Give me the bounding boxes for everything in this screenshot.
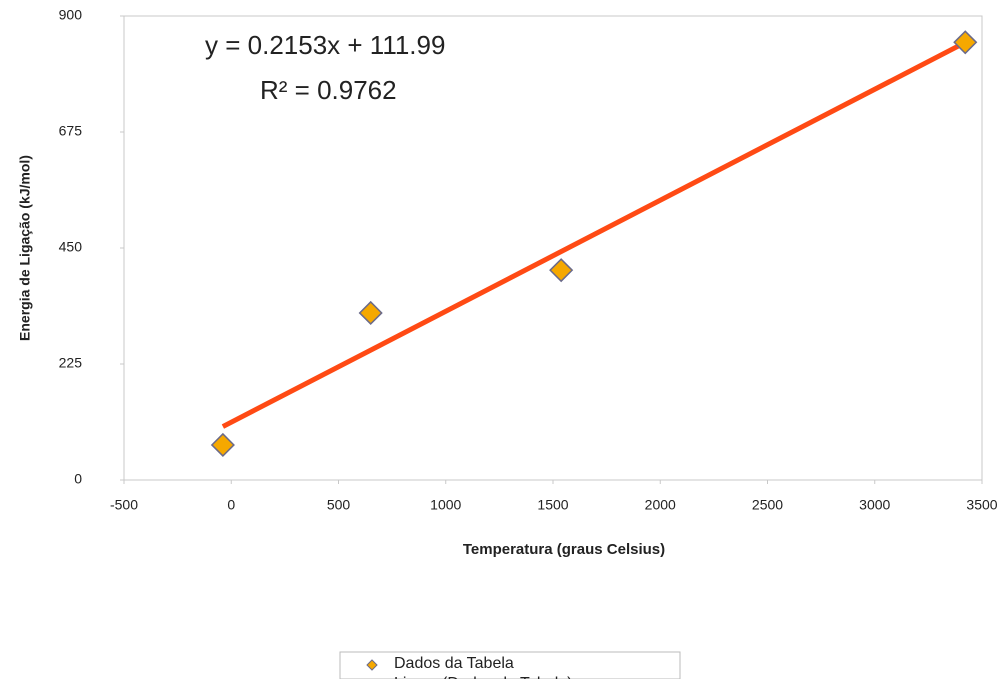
x-tick-label: 1000 — [430, 497, 461, 513]
x-tick-label: 1500 — [537, 497, 568, 513]
y-tick-label: 900 — [59, 7, 83, 23]
x-tick-label: 500 — [327, 497, 351, 513]
point — [549, 258, 574, 283]
equation: y = 0.2153x + 111.99 — [205, 30, 445, 60]
r-squared: R² = 0.9762 — [260, 75, 397, 105]
point — [210, 432, 235, 458]
y-tick-label: 225 — [59, 355, 83, 371]
y-tick-label: 675 — [59, 123, 83, 139]
legend-marker — [366, 659, 378, 671]
x-tick-label: 3000 — [859, 497, 890, 513]
legend-label: Linear.(Dados da Tabela) — [394, 675, 573, 679]
x-tick-label: 2500 — [752, 497, 783, 513]
x-tick-label: 3500 — [966, 497, 997, 513]
x-tick-label: 0 — [227, 497, 235, 513]
x-tick-label: 2000 — [645, 497, 676, 513]
x-axis-label: Temperatura (graus Celsius) — [463, 541, 665, 558]
point — [953, 30, 978, 55]
y-axis-label: Energia de Ligação (kJ/mol) — [17, 155, 33, 341]
y-tick-label: 0 — [74, 471, 82, 487]
legend-label: Dados da Tabela — [394, 655, 514, 672]
trendline — [221, 40, 967, 429]
x-tick-label: -500 — [110, 497, 138, 513]
point — [358, 300, 383, 326]
y-tick-label: 450 — [59, 239, 83, 255]
legend — [339, 651, 681, 679]
